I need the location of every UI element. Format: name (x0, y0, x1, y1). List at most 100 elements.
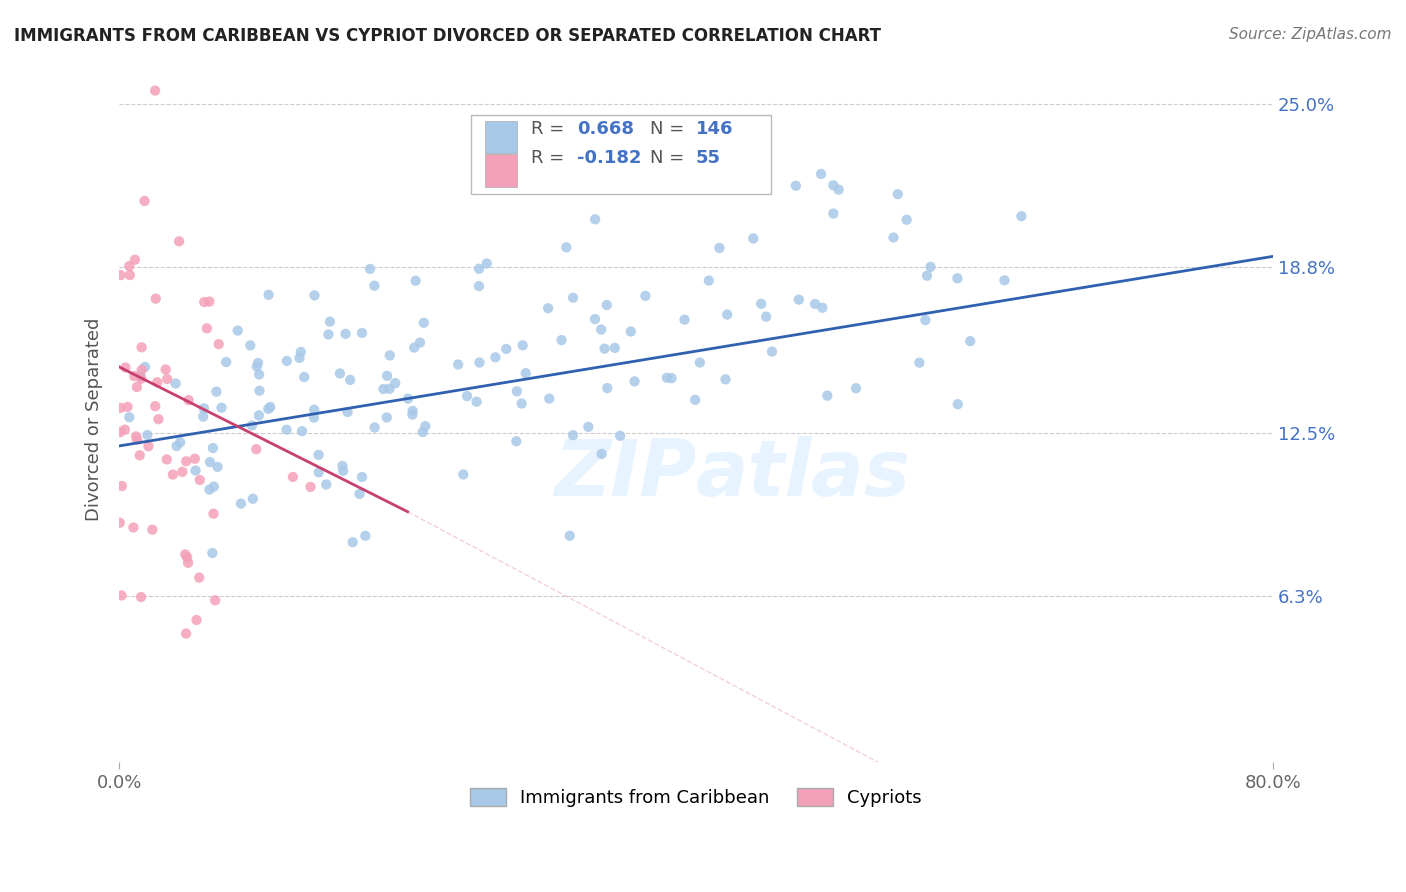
Point (174, 454, 197, 468)
Point (506, 384, 529, 399)
Point (845, 381, 868, 395)
Point (129, 590, 152, 604)
Point (823, 178, 845, 193)
Point (583, 212, 606, 227)
Point (401, 404, 423, 418)
Point (291, 424, 314, 438)
Point (288, 351, 311, 365)
Point (129, 369, 152, 384)
Point (993, 273, 1015, 287)
Point (117, 400, 139, 414)
Point (412, 316, 434, 330)
Point (246, 359, 269, 374)
Point (247, 368, 270, 382)
Point (148, 412, 170, 426)
Point (505, 434, 527, 449)
Point (596, 298, 619, 312)
Point (804, 297, 827, 311)
Point (131, 363, 153, 377)
Point (319, 315, 342, 329)
Point (510, 396, 533, 410)
Point (143, 399, 166, 413)
Point (141, 523, 163, 537)
Point (177, 556, 200, 570)
Point (177, 393, 200, 408)
Point (603, 341, 626, 355)
Point (620, 325, 643, 339)
Text: R =: R = (531, 148, 569, 167)
Y-axis label: Divorced or Separated: Divorced or Separated (86, 318, 103, 521)
Point (396, 392, 419, 406)
Point (332, 458, 354, 473)
Point (655, 370, 678, 384)
Point (811, 301, 834, 315)
Point (201, 546, 224, 560)
Point (946, 397, 969, 411)
Point (257, 287, 280, 301)
Point (761, 344, 783, 359)
Text: Source: ZipAtlas.com: Source: ZipAtlas.com (1229, 27, 1392, 42)
Text: IMMIGRANTS FROM CARIBBEAN VS CYPRIOT DIVORCED OR SEPARATED CORRELATION CHART: IMMIGRANTS FROM CARIBBEAN VS CYPRIOT DIV… (14, 27, 882, 45)
Point (336, 405, 359, 419)
Point (583, 312, 606, 326)
Point (208, 337, 231, 351)
Text: R =: R = (531, 120, 569, 137)
Point (136, 428, 159, 442)
Point (292, 370, 315, 384)
Point (131, 340, 153, 354)
Point (125, 433, 148, 447)
Point (456, 389, 478, 403)
Point (165, 376, 187, 391)
Point (538, 392, 561, 406)
Point (201, 441, 224, 455)
Point (247, 409, 270, 423)
Point (118, 410, 141, 425)
Point (184, 451, 207, 466)
Point (125, 429, 148, 443)
Point (290, 345, 312, 359)
Point (661, 371, 683, 385)
Point (412, 425, 434, 439)
Point (276, 423, 298, 437)
Point (378, 348, 401, 362)
Point (245, 442, 267, 457)
Point (198, 455, 221, 469)
Point (198, 483, 221, 497)
Point (138, 439, 160, 453)
Point (172, 465, 194, 479)
Point (318, 327, 340, 342)
Point (378, 382, 401, 396)
Point (716, 308, 738, 322)
FancyBboxPatch shape (485, 154, 517, 187)
Point (453, 467, 475, 482)
Text: atlas: atlas (696, 436, 911, 512)
Point (193, 295, 215, 310)
Point (709, 241, 731, 255)
Point (887, 187, 910, 202)
Point (198, 294, 221, 309)
Point (134, 194, 156, 208)
Point (673, 312, 696, 326)
Point (447, 358, 470, 372)
Point (384, 376, 406, 391)
Point (276, 354, 298, 368)
Point (195, 321, 218, 335)
Point (882, 230, 904, 244)
Point (257, 401, 280, 416)
Point (308, 448, 330, 462)
Point (373, 382, 395, 396)
Point (259, 400, 281, 414)
Point (304, 288, 326, 302)
Point (145, 292, 167, 306)
Point (226, 324, 249, 338)
Point (1010, 209, 1032, 223)
Point (315, 477, 337, 491)
Point (596, 381, 619, 395)
Point (512, 338, 534, 352)
Point (409, 335, 432, 350)
Point (215, 355, 238, 369)
Text: N =: N = (650, 120, 690, 137)
Point (689, 355, 711, 369)
Point (749, 297, 772, 311)
Point (184, 463, 207, 477)
